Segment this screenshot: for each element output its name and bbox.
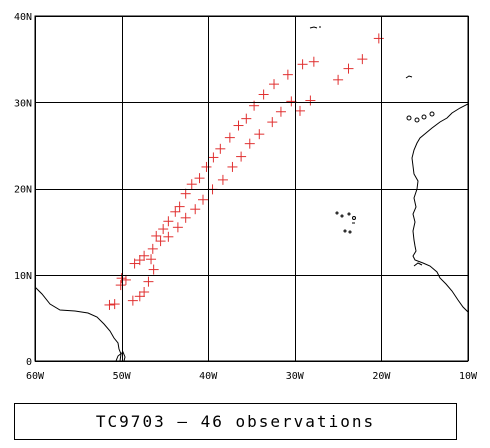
- observation-marker: [233, 120, 244, 131]
- observation-marker: [194, 173, 205, 184]
- observation-marker: [275, 106, 286, 117]
- caption-box: TC9703 – 46 observations: [14, 403, 457, 440]
- observation-marker: [163, 231, 174, 242]
- gambia-coastline-detail: [413, 262, 423, 267]
- observation-marker: [294, 105, 305, 116]
- observation-marker: [258, 89, 269, 100]
- lon-tick-label: 50W: [113, 371, 132, 382]
- observation-marker: [163, 216, 174, 227]
- observation-marker: [190, 204, 201, 215]
- observation-marker: [201, 161, 212, 172]
- caption-text: TC9703 – 46 observations: [95, 412, 376, 431]
- south-america-coastline: [35, 286, 122, 361]
- observation-marker: [139, 250, 150, 261]
- observation-marker: [333, 74, 344, 85]
- observation-markers: [104, 33, 384, 310]
- observation-marker: [151, 230, 162, 241]
- observation-marker: [134, 291, 145, 302]
- africa-coastline: [411, 103, 468, 313]
- observation-marker: [254, 129, 265, 140]
- canary-islands: [406, 111, 435, 123]
- observation-marker: [109, 299, 120, 310]
- observation-marker: [127, 295, 138, 306]
- coastline-layer: [35, 26, 468, 361]
- observation-marker: [180, 188, 191, 199]
- observation-marker: [143, 276, 154, 287]
- observation-marker: [282, 69, 293, 80]
- observation-marker: [148, 264, 159, 275]
- observation-marker: [115, 280, 126, 291]
- observation-marker: [180, 212, 191, 223]
- lat-tick-label: 40N: [14, 12, 32, 23]
- observation-marker: [308, 56, 319, 67]
- cape-verde-islands: [335, 211, 356, 234]
- observation-marker: [227, 161, 238, 172]
- lat-tick-label: 0: [26, 357, 32, 368]
- map-frame: [34, 15, 469, 362]
- observation-marker: [170, 206, 181, 217]
- observation-marker: [297, 59, 308, 70]
- observation-marker: [357, 54, 368, 65]
- observation-marker: [267, 117, 278, 128]
- lon-tick-label: 30W: [286, 371, 305, 382]
- lon-tick-label: 20W: [372, 371, 391, 382]
- observation-marker: [174, 201, 185, 212]
- observation-marker: [286, 96, 297, 107]
- observation-marker: [224, 132, 235, 143]
- observation-marker: [139, 287, 150, 297]
- madeira-islands: [309, 26, 321, 29]
- observation-marker: [158, 224, 169, 235]
- lat-tick-label: 20N: [14, 185, 32, 196]
- observation-marker: [198, 194, 209, 205]
- observation-marker: [236, 151, 247, 162]
- lon-tick-label: 40W: [199, 371, 218, 382]
- tropical-cyclone-track-map: 60W 50W 40W 30W 20W 10W 0 10N 20N 30N 40N: [14, 12, 478, 382]
- observation-marker: [215, 143, 226, 154]
- observation-marker: [104, 299, 115, 310]
- observation-marker: [305, 95, 316, 106]
- observation-marker: [134, 255, 145, 266]
- observation-marker: [155, 236, 166, 247]
- observation-marker: [129, 258, 140, 269]
- observation-marker: [244, 138, 255, 149]
- observation-marker: [373, 33, 384, 44]
- lon-tick-label: 60W: [26, 371, 45, 382]
- observation-marker: [208, 152, 219, 163]
- observation-marker: [269, 79, 280, 90]
- azores-island: [405, 75, 413, 79]
- lon-tick-label: 10W: [459, 371, 478, 382]
- observation-marker: [241, 113, 252, 124]
- observation-marker: [116, 273, 127, 284]
- observation-marker: [343, 63, 354, 74]
- observation-marker: [186, 179, 197, 190]
- observation-marker: [172, 222, 183, 233]
- lat-tick-label: 10N: [14, 271, 32, 282]
- graticule: [35, 16, 469, 362]
- lat-tick-label: 30N: [14, 98, 32, 109]
- observation-marker: [217, 174, 228, 185]
- observation-marker: [147, 243, 158, 254]
- tick-labels: 60W 50W 40W 30W 20W 10W 0 10N 20N 30N 40N: [14, 12, 478, 382]
- observation-marker: [146, 254, 157, 265]
